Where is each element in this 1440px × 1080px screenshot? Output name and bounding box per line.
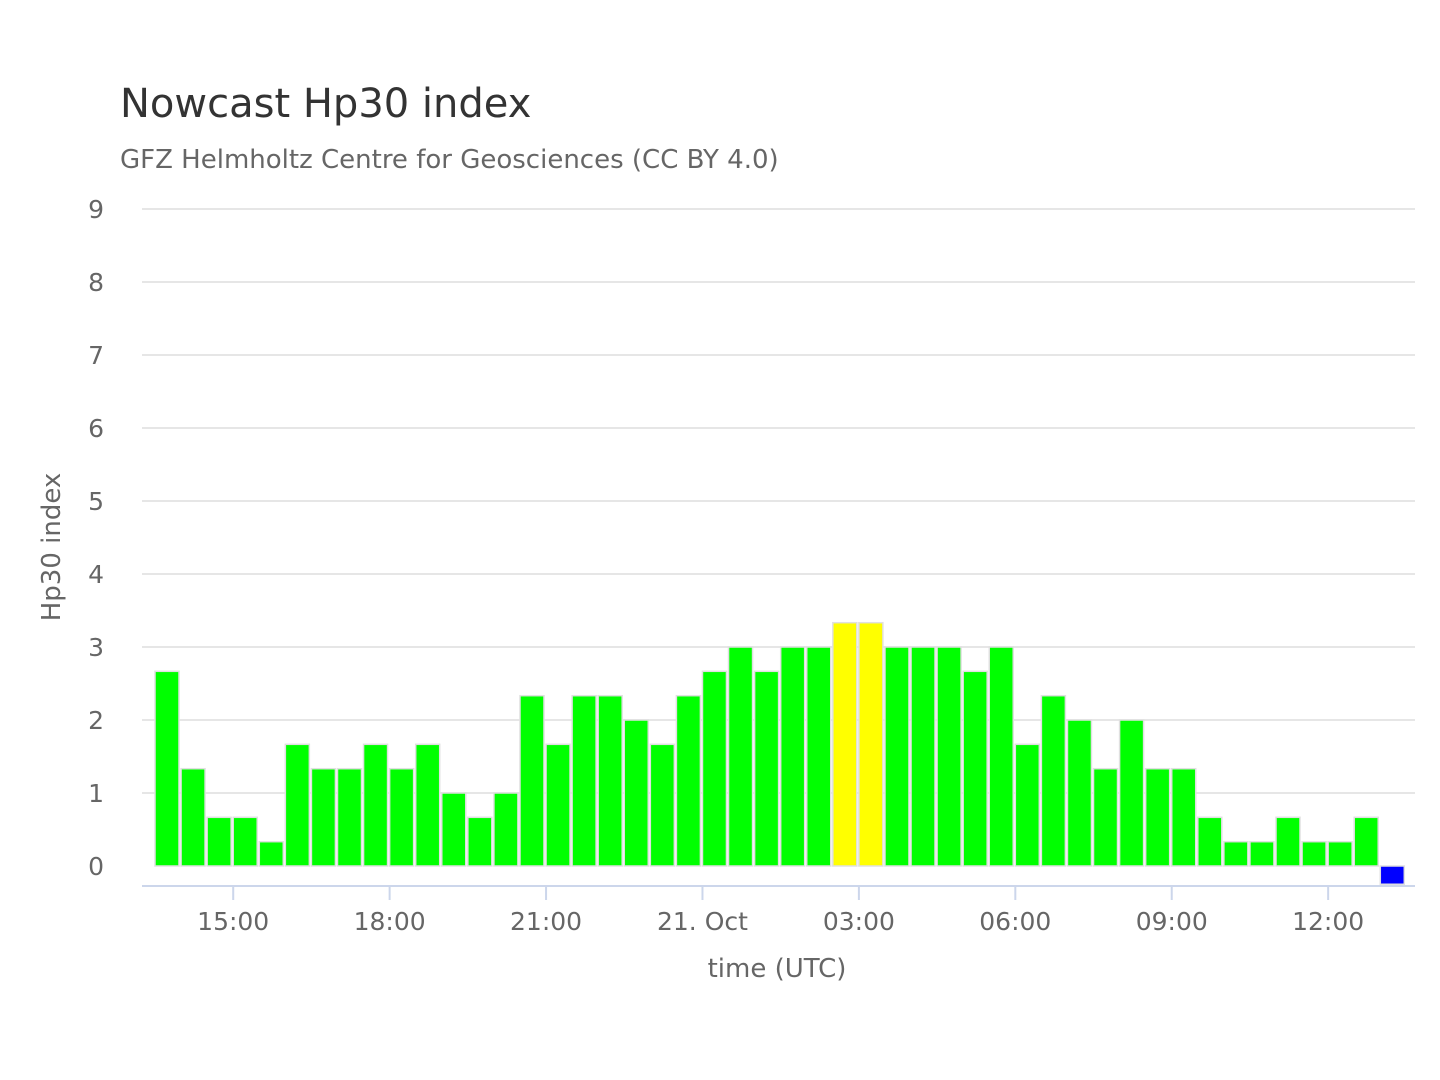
bar[interactable]: [467, 816, 493, 867]
bar[interactable]: [1223, 840, 1249, 867]
bar[interactable]: [284, 743, 311, 867]
x-tick-label: 03:00: [823, 907, 895, 936]
bar[interactable]: [1040, 694, 1067, 867]
y-tick-label: 0: [88, 852, 104, 881]
bar[interactable]: [910, 646, 936, 867]
y-axis-ticks: 0 1 2 3 4 5 6 7 8 9: [88, 195, 104, 881]
bar[interactable]: [1170, 767, 1197, 867]
y-tick-label: 2: [88, 706, 104, 735]
bar[interactable]: [206, 816, 232, 867]
bar[interactable]: [414, 743, 441, 867]
bar[interactable]: [962, 670, 988, 867]
bar[interactable]: [1197, 816, 1223, 867]
bar[interactable]: [727, 646, 754, 867]
y-tick-label: 5: [88, 487, 104, 516]
bar[interactable]: [545, 743, 571, 867]
bar[interactable]: [571, 694, 597, 867]
bar[interactable]: [336, 767, 363, 867]
bar[interactable]: [1301, 840, 1327, 867]
bar[interactable]: [388, 767, 415, 867]
x-tick-label: 12:00: [1292, 907, 1364, 936]
y-tick-label: 4: [88, 560, 104, 589]
bar[interactable]: [362, 743, 389, 867]
bar[interactable]: [988, 646, 1014, 867]
bar[interactable]: [832, 621, 858, 867]
y-tick-label: 9: [88, 195, 104, 224]
bar[interactable]: [858, 621, 884, 867]
bar[interactable]: [1118, 719, 1145, 867]
x-tick-label: 18:00: [354, 907, 426, 936]
bar[interactable]: [623, 719, 650, 867]
x-axis-ticks: 15:00 18:00 21:00 21. Oct 03:00 06:00 09:00 12:…: [197, 886, 1364, 936]
x-tick-label: 15:00: [197, 907, 269, 936]
bar[interactable]: [441, 792, 467, 867]
bar[interactable]: [753, 670, 780, 867]
bar[interactable]: [1379, 865, 1406, 885]
bar[interactable]: [180, 767, 206, 867]
bar[interactable]: [310, 767, 337, 867]
bar[interactable]: [675, 694, 702, 867]
bar[interactable]: [936, 646, 962, 867]
bar[interactable]: [649, 743, 676, 867]
bar[interactable]: [493, 792, 519, 867]
chart-subtitle: GFZ Helmholtz Centre for Geosciences (CC…: [120, 145, 779, 175]
y-tick-label: 6: [88, 414, 104, 443]
bar[interactable]: [1092, 767, 1119, 867]
bar-series: [154, 621, 1406, 885]
x-tick-label: 09:00: [1136, 907, 1208, 936]
bar[interactable]: [884, 646, 910, 867]
y-tick-label: 7: [88, 341, 104, 370]
bar[interactable]: [1327, 840, 1353, 867]
bar[interactable]: [779, 646, 806, 867]
x-tick-label: 21:00: [510, 907, 582, 936]
bar[interactable]: [1275, 816, 1301, 867]
grid-lines: [142, 208, 1415, 794]
bar[interactable]: [701, 670, 728, 867]
bar[interactable]: [1249, 840, 1275, 867]
bar[interactable]: [1144, 767, 1171, 867]
y-tick-label: 3: [88, 633, 104, 662]
y-tick-label: 8: [88, 268, 104, 297]
x-axis-title: time (UTC): [708, 954, 847, 984]
bar[interactable]: [597, 694, 623, 867]
bar[interactable]: [806, 646, 832, 867]
x-tick-label: 06:00: [979, 907, 1051, 936]
bar[interactable]: [154, 670, 180, 867]
bar[interactable]: [258, 840, 285, 867]
y-axis-title: Hp30 index: [37, 473, 67, 622]
chart-title: Nowcast Hp30 index: [120, 81, 531, 127]
bar[interactable]: [1014, 743, 1041, 867]
y-tick-label: 1: [88, 779, 104, 808]
bar[interactable]: [519, 694, 545, 867]
bar[interactable]: [1353, 816, 1379, 867]
x-tick-label: 21. Oct: [657, 907, 748, 936]
bar[interactable]: [232, 816, 258, 867]
bar[interactable]: [1066, 719, 1093, 867]
